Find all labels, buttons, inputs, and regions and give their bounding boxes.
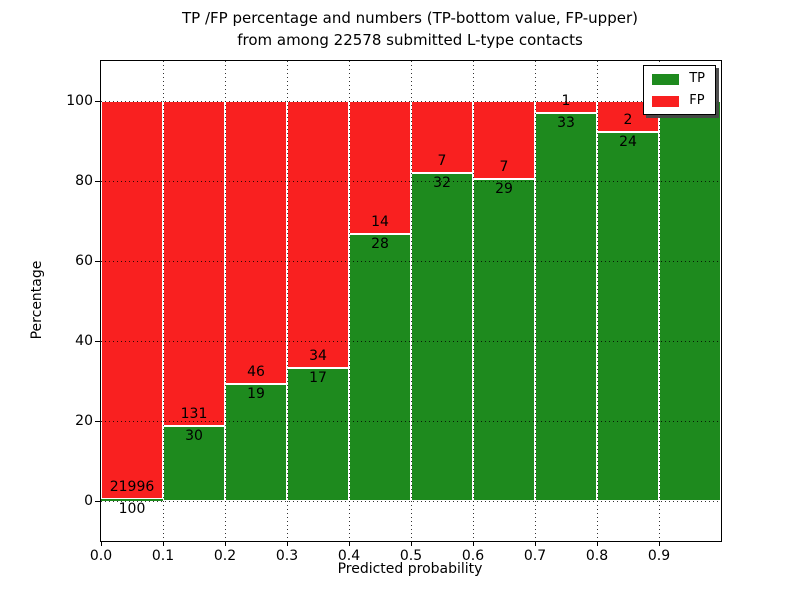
x-gridline xyxy=(535,61,536,541)
fp-count-label: 14 xyxy=(371,214,389,231)
tp-count-label: 17 xyxy=(309,369,327,386)
y-tick-mark xyxy=(95,181,100,182)
chart-title: TP /FP percentage and numbers (TP-bottom… xyxy=(100,7,720,51)
fp-count-label: 1 xyxy=(561,92,571,109)
fp-count-label: 21996 xyxy=(109,479,155,496)
fp-bar-segment xyxy=(287,101,349,368)
fp-bar-segment xyxy=(411,101,473,173)
x-tick-label: 0.2 xyxy=(213,548,237,564)
x-tick-mark xyxy=(411,541,412,546)
y-tick-label: 80 xyxy=(75,173,93,189)
y-tick-mark xyxy=(95,261,100,262)
fp-count-label: 2 xyxy=(623,111,633,128)
x-tick-label: 0.9 xyxy=(647,548,671,564)
x-tick-label: 0.8 xyxy=(585,548,609,564)
x-tick-label: 0.0 xyxy=(89,548,113,564)
x-gridline xyxy=(287,61,288,541)
fp-bar-segment xyxy=(101,101,163,500)
fp-count-label: 7 xyxy=(499,158,509,175)
plot-area: 2199610013130461934171428732729133224028… xyxy=(66,60,722,564)
tp-count-label: 24 xyxy=(619,133,637,150)
x-tick-mark xyxy=(659,541,660,546)
fp-bar-segment xyxy=(535,101,597,113)
y-tick-mark xyxy=(95,341,100,342)
y-tick-label: 0 xyxy=(84,493,93,509)
x-tick-mark xyxy=(101,541,102,546)
x-gridline xyxy=(473,61,474,541)
chart-title-line2: from among 22578 submitted L-type contac… xyxy=(237,31,583,49)
x-tick-mark xyxy=(349,541,350,546)
fp-legend-swatch-icon xyxy=(652,95,680,107)
x-gridline xyxy=(163,61,164,541)
fp-count-label: 46 xyxy=(247,364,265,381)
chart-title-line1: TP /FP percentage and numbers (TP-bottom… xyxy=(182,9,638,27)
x-gridline xyxy=(225,61,226,541)
tp-count-label: 32 xyxy=(433,174,451,191)
fp-bar-segment xyxy=(225,101,287,385)
tp-bar-segment xyxy=(597,131,659,501)
x-tick-label: 0.6 xyxy=(461,548,485,564)
x-tick-label: 0.3 xyxy=(275,548,299,564)
legend-label-fp: FP xyxy=(689,93,705,108)
tp-count-label: 30 xyxy=(185,428,203,445)
y-tick-mark xyxy=(95,501,100,502)
tp-bar-segment xyxy=(349,234,411,501)
x-gridline xyxy=(659,61,660,541)
fp-count-label: 34 xyxy=(309,347,327,364)
tp-bar-segment xyxy=(659,101,721,501)
tp-count-label: 100 xyxy=(118,501,146,518)
tp-bar-segment xyxy=(163,426,225,501)
tp-bar-segment xyxy=(535,112,597,501)
x-axis-label: Predicted probability xyxy=(337,561,483,577)
y-tick-label: 40 xyxy=(75,333,93,349)
y-tick-mark xyxy=(95,101,100,102)
tp-bar-segment xyxy=(473,178,535,501)
tp-count-label: 19 xyxy=(247,386,265,403)
x-tick-mark xyxy=(535,541,536,546)
x-tick-mark xyxy=(163,541,164,546)
fp-bar-segment xyxy=(473,101,535,179)
x-tick-mark xyxy=(597,541,598,546)
x-tick-mark xyxy=(225,541,226,546)
legend-item-fp: FP xyxy=(652,94,705,108)
x-tick-mark xyxy=(287,541,288,546)
y-tick-label: 60 xyxy=(75,253,93,269)
legend: TP FP xyxy=(643,65,716,115)
tp-bar-segment xyxy=(101,499,163,501)
tp-count-label: 28 xyxy=(371,236,389,253)
x-tick-label: 0.5 xyxy=(399,548,423,564)
fp-bar-segment xyxy=(163,101,225,427)
x-tick-mark xyxy=(473,541,474,546)
x-gridline xyxy=(411,61,412,541)
tp-count-label: 29 xyxy=(495,180,513,197)
tp-count-label: 33 xyxy=(557,114,575,131)
x-gridline xyxy=(349,61,350,541)
y-tick-label: 20 xyxy=(75,413,93,429)
x-tick-label: 0.4 xyxy=(337,548,361,564)
legend-item-tp: TP xyxy=(652,72,705,86)
tp-bar-segment xyxy=(411,172,473,501)
fp-count-label: 7 xyxy=(437,152,447,169)
legend-label-tp: TP xyxy=(689,71,705,86)
tp-bar-segment xyxy=(225,384,287,501)
y-tick-label: 100 xyxy=(66,93,93,109)
x-tick-label: 0.7 xyxy=(523,548,547,564)
y-axis-label: Percentage xyxy=(29,260,45,340)
x-gridline xyxy=(597,61,598,541)
fp-count-label: 131 xyxy=(180,406,208,423)
x-tick-label: 0.1 xyxy=(151,548,175,564)
tp-legend-swatch-icon xyxy=(652,73,680,85)
y-tick-mark xyxy=(95,421,100,422)
fp-bar-segment xyxy=(349,101,411,235)
tp-bar-segment xyxy=(287,367,349,501)
